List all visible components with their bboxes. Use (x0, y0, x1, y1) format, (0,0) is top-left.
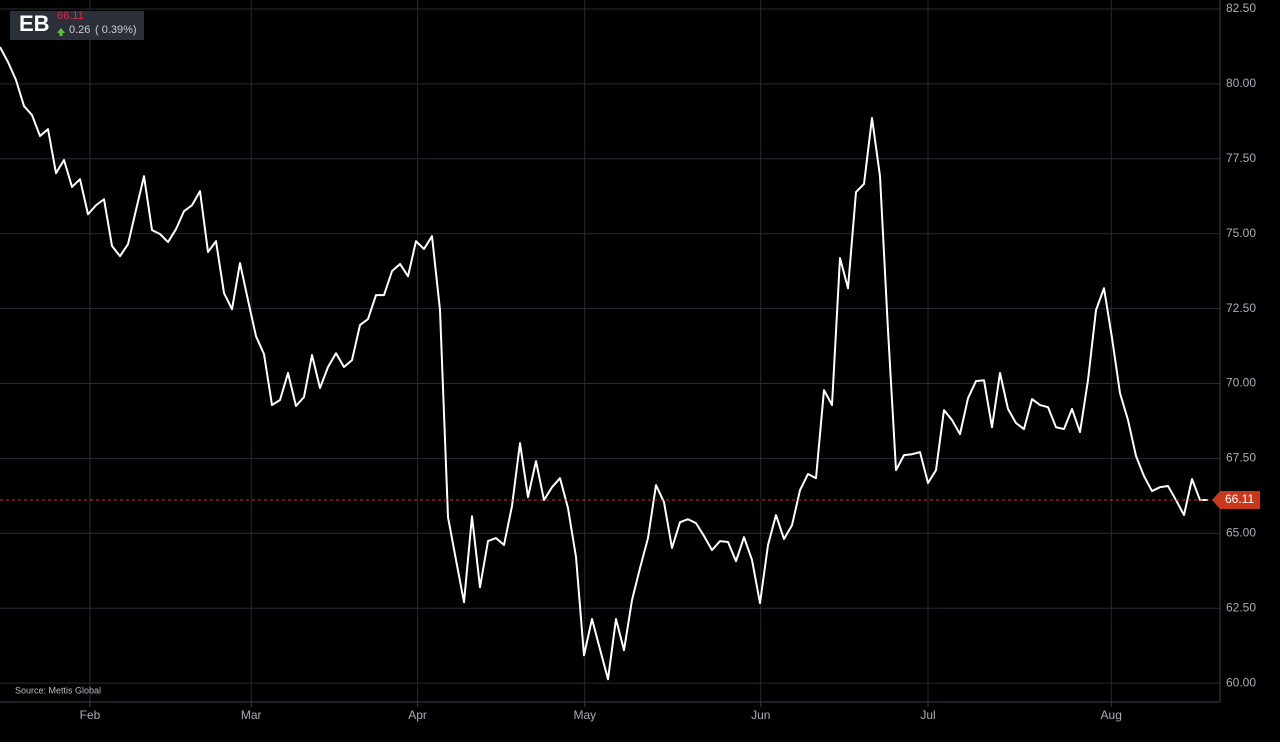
grid (0, 0, 1220, 702)
ticker: EB (19, 11, 50, 36)
y-tick-label: 75.00 (1226, 226, 1256, 240)
ticker-badge (10, 11, 144, 40)
x-tick-label: Apr (408, 708, 427, 722)
last-price-label: 66.11 (1225, 492, 1254, 506)
change: 0.26 (69, 24, 90, 36)
y-tick-label: 62.50 (1226, 600, 1256, 614)
y-tick-label: 72.50 (1226, 301, 1256, 315)
change-pct: ( 0.39%) (95, 24, 137, 36)
y-tick-label: 65.00 (1226, 525, 1256, 539)
x-tick-label: May (573, 708, 596, 722)
x-tick-label: Jul (920, 708, 935, 722)
price: 66.11 (57, 10, 84, 22)
y-tick-label: 77.50 (1226, 151, 1256, 165)
source: Source: Mettis Global (15, 685, 101, 695)
x-tick-label: Feb (80, 708, 101, 722)
y-tick-label: 67.50 (1226, 451, 1256, 465)
y-tick-label: 80.00 (1226, 76, 1256, 90)
y-tick-label: 82.50 (1226, 1, 1256, 15)
y-tick-label: 60.00 (1226, 675, 1256, 689)
x-tick-label: Jun (751, 708, 770, 722)
last-price-box (1212, 491, 1260, 510)
plot (0, 46, 1220, 681)
up-arrow (57, 28, 65, 36)
x-tick-label: Aug (1101, 708, 1122, 722)
y-tick-label: 70.00 (1226, 376, 1256, 390)
price-line (0, 46, 1208, 681)
x-tick-label: Mar (241, 708, 262, 722)
